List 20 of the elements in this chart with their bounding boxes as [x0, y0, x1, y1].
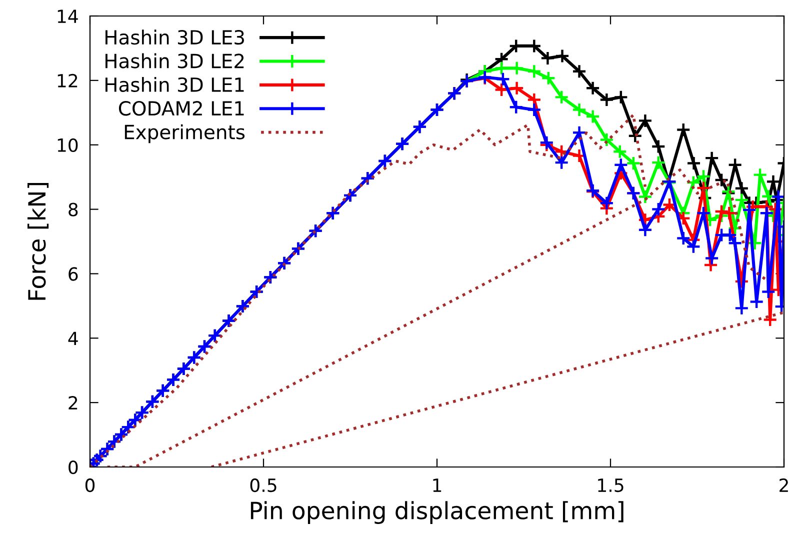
legend-label: CODAM2 LE1 [118, 100, 244, 116]
y-tick-label: 12 [58, 74, 78, 88]
y-tick-label: 8 [68, 202, 78, 216]
x-tick-label: 1 [433, 478, 442, 492]
legend-label: Hashin 3D LE3 [106, 30, 244, 45]
x-tick-label: 1.5 [598, 478, 624, 492]
y-tick-label: 6 [68, 267, 78, 281]
x-tick-label: 0.5 [250, 478, 276, 492]
x-axis-title: Pin opening displacement [mm] [250, 501, 624, 524]
legend-label: Experiments [124, 124, 245, 144]
y-axis-title: Force [kN] [28, 182, 49, 300]
y-tick-label: 4 [68, 332, 78, 346]
x-tick-label: 0 [85, 478, 95, 492]
y-tick-label: 10 [58, 138, 78, 152]
legend-label: Hashin 3D LE2 [106, 53, 244, 68]
legend-label: Hashin 3D LE1 [106, 76, 244, 92]
y-tick-label: 14 [58, 10, 78, 23]
x-tick-label: 2 [780, 478, 788, 492]
y-tick-label: 2 [68, 396, 78, 410]
y-tick-label: 0 [68, 460, 78, 474]
